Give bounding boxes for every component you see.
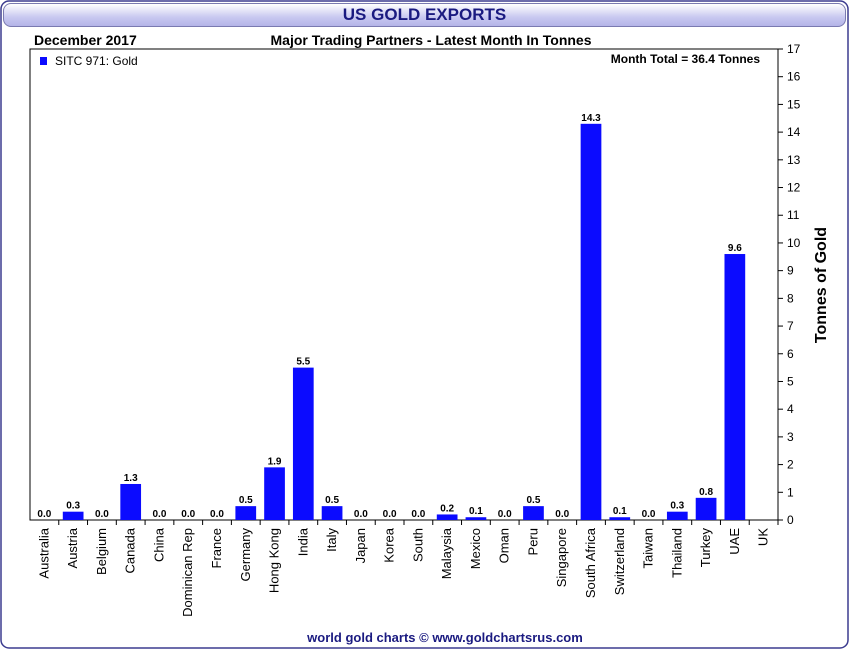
bar-value-label: 0.0 <box>354 509 368 520</box>
y-tick-label: 16 <box>787 70 801 84</box>
y-tick-label: 3 <box>787 430 794 444</box>
bar-india <box>292 367 314 520</box>
bar-value-label: 0.0 <box>383 509 397 520</box>
plot-area <box>29 48 779 521</box>
y-tick-label: 1 <box>787 485 794 499</box>
bar-value-label: 0.3 <box>670 501 684 512</box>
x-tick-label: UK <box>756 528 771 546</box>
bar-hong-kong <box>264 467 285 520</box>
x-tick-label: South Africa <box>583 527 598 598</box>
x-tick-label: Singapore <box>554 528 569 587</box>
y-tick-label: 14 <box>787 125 801 139</box>
bar-value-label: 0.1 <box>613 506 627 517</box>
bar-south-africa <box>580 123 602 521</box>
x-tick-label: Korea <box>382 527 397 562</box>
bar-value-label: 14.3 <box>581 113 601 124</box>
x-tick-label: Turkey <box>698 528 713 568</box>
chart-subtitle: Major Trading Partners - Latest Month In… <box>271 32 592 48</box>
bar-value-label: 0.3 <box>66 501 80 512</box>
x-tick-label: Belgium <box>94 528 109 575</box>
bar-value-label: 0.0 <box>210 509 224 520</box>
x-tick-label: Australia <box>36 527 51 578</box>
bar-value-label: 1.3 <box>124 473 138 484</box>
bar-italy <box>321 506 343 520</box>
x-tick-label: Austria <box>65 527 80 568</box>
bar-value-label: 0.0 <box>555 509 569 520</box>
x-tick-label: Peru <box>525 528 540 555</box>
title-bar: US GOLD EXPORTS <box>3 3 846 27</box>
bar-value-label: 0.0 <box>37 509 51 520</box>
legend-swatch <box>40 57 47 65</box>
x-tick-label: Mexico <box>468 528 483 569</box>
bar-value-label: 1.9 <box>268 456 282 467</box>
y-tick-label: 17 <box>787 42 801 56</box>
y-tick-label: 11 <box>787 208 800 222</box>
bars: 0.0 0.3 0.0 1.3 0.0 0.0 0.0 0.5 1.9 5.5 0.5 0.0 0.0 0… <box>37 113 746 521</box>
y-tick-label: 15 <box>787 97 801 111</box>
bar-austria <box>62 511 84 520</box>
bar-value-label: 0.8 <box>699 487 713 498</box>
x-axis-labels: Australia Austria Belgium Canada China Domini… <box>36 520 779 617</box>
bar-value-label: 0.5 <box>239 495 253 506</box>
legend-label: SITC 971: Gold <box>55 54 138 68</box>
bar-mexico <box>465 517 487 520</box>
bar-value-label: 0.5 <box>325 495 339 506</box>
x-tick-label: Thailand <box>669 528 684 578</box>
x-tick-label: Canada <box>123 527 138 573</box>
x-tick-label: South <box>410 528 425 562</box>
bar-value-label: 0.0 <box>411 509 425 520</box>
bar-germany <box>235 506 257 520</box>
x-tick-label: Malaysia <box>439 527 454 579</box>
bar-malaysia <box>436 514 458 520</box>
y-tick-label: 6 <box>787 347 794 361</box>
y-tick-label: 9 <box>787 264 794 278</box>
y-tick-label: 2 <box>787 458 794 472</box>
x-tick-label: Dominican Rep <box>180 528 195 617</box>
y-tick-label: 5 <box>787 374 794 388</box>
x-tick-label: Switzerland <box>612 528 627 595</box>
y-tick-label: 4 <box>787 402 794 416</box>
x-tick-label: China <box>151 527 166 562</box>
bar-value-label: 9.6 <box>728 243 742 254</box>
bar-value-label: 0.5 <box>527 495 541 506</box>
bar-turkey <box>695 497 717 520</box>
bar-canada <box>120 483 142 520</box>
bar-switzerland <box>609 517 631 520</box>
bar-value-label: 0.0 <box>642 509 656 520</box>
x-tick-label: UAE <box>727 528 742 555</box>
y-tick-label: 12 <box>787 181 801 195</box>
x-tick-label: Germany <box>238 528 253 582</box>
x-tick-label: Oman <box>497 528 512 563</box>
bar-value-label: 0.1 <box>469 506 483 517</box>
x-tick-label: India <box>295 527 310 556</box>
month-total-annotation: Month Total = 36.4 Tonnes <box>611 52 761 66</box>
bar-value-label: 5.5 <box>296 357 310 368</box>
y-tick-label: 0 <box>787 513 794 527</box>
y-tick-label: 10 <box>787 236 801 250</box>
footer-credit: world gold charts © www.goldchartsrus.co… <box>306 630 583 645</box>
bar-value-label: 0.0 <box>498 509 512 520</box>
x-tick-label: Japan <box>353 528 368 563</box>
y-tick-label: 13 <box>787 153 801 167</box>
bar-value-label: 0.0 <box>153 509 167 520</box>
y-tick-label: 7 <box>787 319 794 333</box>
page-title: US GOLD EXPORTS <box>342 5 507 24</box>
bar-peru <box>523 506 544 520</box>
x-tick-label: Hong Kong <box>267 528 282 593</box>
bar-value-label: 0.2 <box>440 503 454 514</box>
x-tick-label: Taiwan <box>641 528 656 568</box>
bar-value-label: 0.0 <box>95 509 109 520</box>
x-tick-label: France <box>209 528 224 568</box>
y-tick-label: 8 <box>787 291 794 305</box>
bar-uae <box>724 254 746 520</box>
bar-thailand <box>666 511 688 520</box>
y-axis-title: Tonnes of Gold <box>813 227 830 343</box>
x-tick-label: Italy <box>324 528 339 552</box>
bar-value-label: 0.0 <box>181 509 195 520</box>
period-label: December 2017 <box>34 32 137 48</box>
